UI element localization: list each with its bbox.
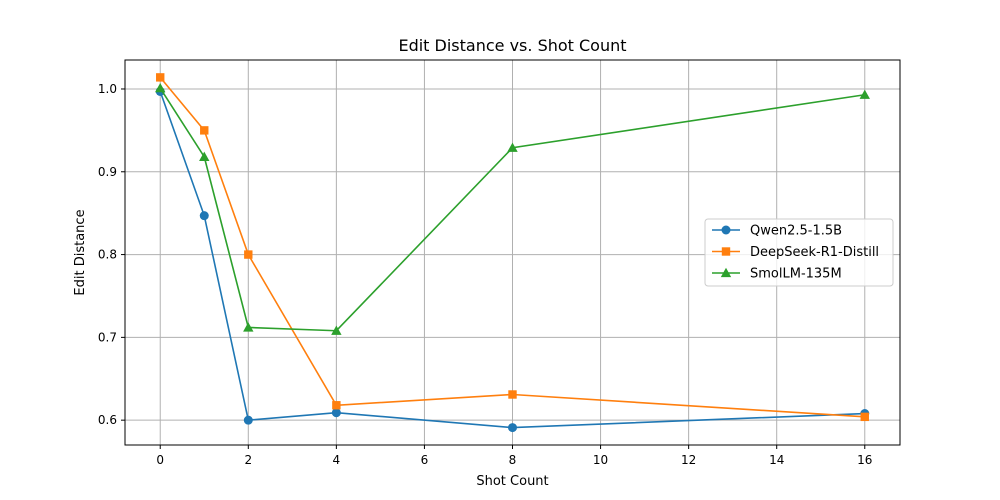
legend: Qwen2.5-1.5B DeepSeek-R1-Distill SmolLM-13… xyxy=(704,218,894,287)
y-tick-label: 0.7 xyxy=(98,330,117,344)
data-point xyxy=(243,415,253,425)
x-tick-label: 16 xyxy=(857,453,872,467)
y-tick-label: 1.0 xyxy=(98,82,117,96)
data-point xyxy=(507,142,518,152)
y-axis: 0.6 0.7 0.8 0.9 1.0 xyxy=(98,82,125,427)
legend-marker xyxy=(721,225,731,235)
y-axis-label: Edit Distance xyxy=(73,209,88,295)
series-3 xyxy=(155,82,870,335)
x-tick-label: 0 xyxy=(156,453,164,467)
data-point xyxy=(508,423,517,433)
legend-item: DeepSeek-R1-Distill xyxy=(712,245,879,260)
grid xyxy=(125,60,900,445)
data-point xyxy=(244,250,253,259)
legend-frame xyxy=(704,218,894,287)
legend-marker xyxy=(721,247,731,256)
x-axis: 0 2 4 6 8 10 12 14 16 xyxy=(156,445,872,467)
data-point xyxy=(860,412,869,422)
series-line xyxy=(159,87,865,332)
x-tick-label: 6 xyxy=(421,453,429,467)
data-point xyxy=(332,401,341,410)
x-tick-label: 2 xyxy=(244,453,252,467)
data-point xyxy=(200,126,209,135)
legend-item: SmolLM-135M xyxy=(712,267,842,282)
data-point xyxy=(243,322,254,332)
data-point xyxy=(508,390,517,399)
data-point xyxy=(199,211,209,221)
legend-label: Qwen2.5-1.5B xyxy=(750,224,842,239)
data-point xyxy=(859,89,870,99)
legend-label: DeepSeek-R1-Distill xyxy=(750,245,879,260)
x-tick-label: 14 xyxy=(769,453,784,467)
y-tick-label: 0.8 xyxy=(98,248,117,262)
chart-title: Edit Distance vs. Shot Count xyxy=(398,36,626,55)
data-point xyxy=(199,151,210,162)
x-tick-label: 12 xyxy=(681,453,696,467)
legend-item: Qwen2.5-1.5B xyxy=(712,224,842,239)
data-point xyxy=(331,408,341,418)
data-point xyxy=(155,82,166,93)
series-layer xyxy=(155,73,870,433)
legend-label: SmolLM-135M xyxy=(750,267,842,282)
x-tick-label: 10 xyxy=(593,453,608,467)
y-tick-label: 0.9 xyxy=(98,165,117,179)
x-tick-label: 4 xyxy=(333,453,341,467)
x-axis-label: Shot Count xyxy=(476,474,548,489)
data-point xyxy=(156,73,165,82)
data-point xyxy=(331,325,342,335)
series-2 xyxy=(156,73,869,422)
series-line xyxy=(159,91,865,429)
series-line xyxy=(159,76,865,418)
x-tick-label: 8 xyxy=(509,453,517,467)
y-tick-label: 0.6 xyxy=(98,413,117,427)
legend-marker xyxy=(720,267,732,278)
